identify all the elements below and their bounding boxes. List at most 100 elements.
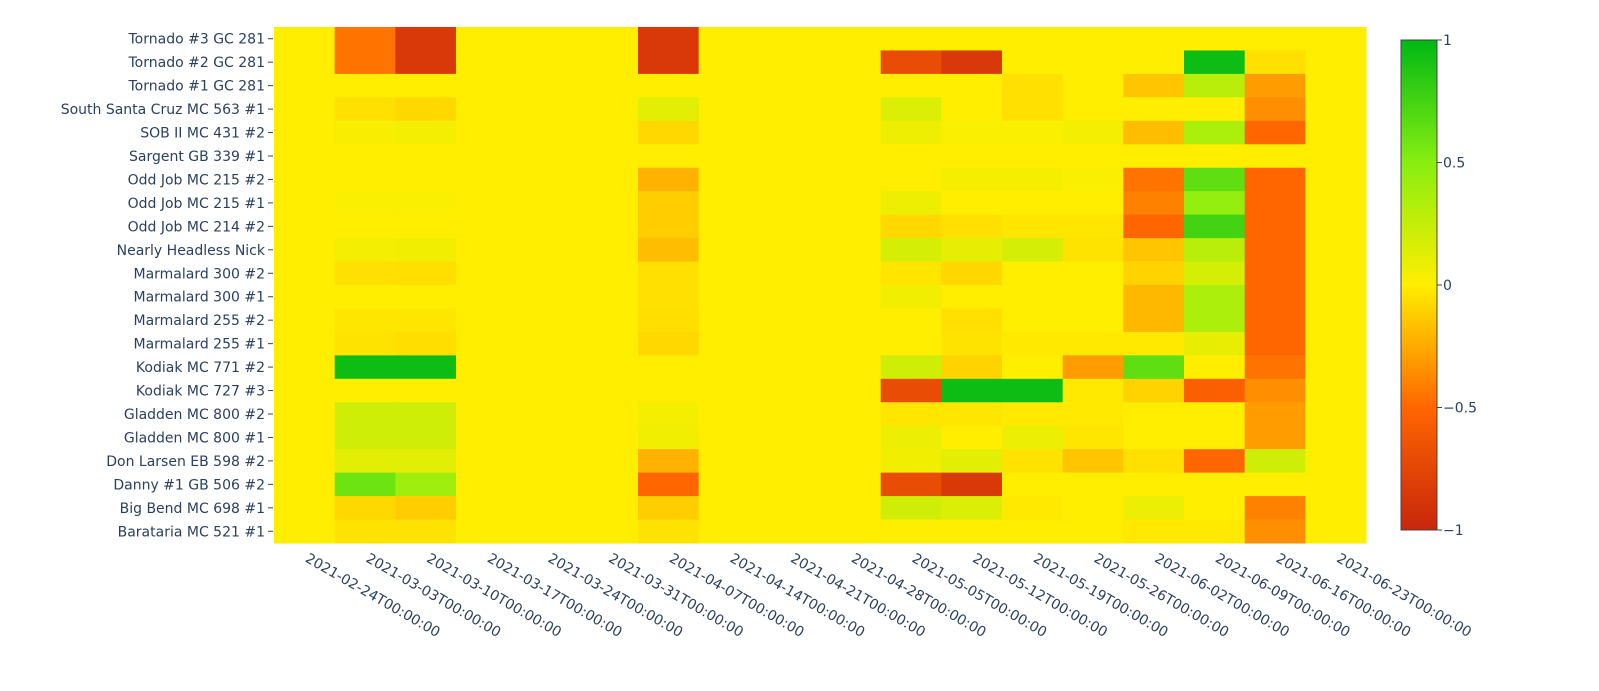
heatmap-cell — [1123, 449, 1185, 474]
y-tick-label: Tornado #1 GC 281 — [128, 79, 266, 95]
heatmap-cell — [1062, 472, 1124, 497]
heatmap-cell — [1123, 331, 1185, 356]
heatmap-cell — [1184, 402, 1246, 427]
heatmap-cell — [698, 308, 760, 333]
heatmap-cell — [698, 167, 760, 192]
heatmap-cell — [1062, 285, 1124, 309]
heatmap-cell — [1184, 27, 1246, 51]
heatmap-cell — [759, 285, 821, 309]
heatmap-cell — [1305, 27, 1367, 51]
heatmap-cell — [820, 27, 882, 51]
heatmap-cell — [638, 472, 700, 497]
heatmap-cell — [274, 50, 336, 75]
y-tick-label: Big Bend MC 698 #1 — [120, 501, 265, 517]
heatmap-cell — [395, 425, 457, 450]
heatmap-cell — [577, 472, 639, 497]
heatmap-cell — [1244, 378, 1306, 403]
heatmap-cell — [759, 27, 821, 51]
y-tick-label: Marmalard 255 #2 — [133, 313, 265, 329]
heatmap-cell — [1305, 238, 1367, 263]
heatmap-cell — [1184, 73, 1246, 98]
heatmap-cell — [1244, 144, 1306, 169]
heatmap-cell — [516, 496, 578, 521]
heatmap-cell — [577, 425, 639, 450]
heatmap-cell — [880, 449, 942, 474]
heatmap-cell — [334, 120, 396, 145]
heatmap-cell — [820, 144, 882, 169]
heatmap-cell — [516, 472, 578, 497]
heatmap-cell — [1244, 355, 1306, 380]
heatmap-cell — [638, 73, 700, 98]
heatmap-cell — [1244, 97, 1306, 122]
heatmap-cell — [698, 378, 760, 403]
heatmap-cell — [941, 331, 1003, 356]
heatmap-cell — [1244, 519, 1306, 544]
heatmap-cell — [334, 144, 396, 169]
y-tick-label: Tornado #3 GC 281 — [128, 32, 266, 48]
heatmap-cell — [1002, 97, 1064, 122]
heatmap-cell — [1244, 261, 1306, 286]
heatmap-cell — [577, 261, 639, 286]
heatmap-cell — [1244, 402, 1306, 427]
heatmap-cell — [1305, 425, 1367, 450]
heatmap-cell — [577, 308, 639, 333]
heatmap-cell — [638, 519, 700, 544]
colorbar-tick-label: 0 — [1443, 278, 1452, 294]
heatmap-cell — [941, 238, 1003, 263]
heatmap-cell — [334, 519, 396, 544]
heatmap-cell — [456, 144, 518, 169]
heatmap-cell — [1062, 331, 1124, 356]
heatmap-cell — [1123, 27, 1185, 51]
heatmap-cell — [698, 261, 760, 286]
heatmap-cell — [456, 120, 518, 145]
heatmap-cell — [456, 378, 518, 403]
heatmap-cell — [1123, 355, 1185, 380]
heatmap-cell — [334, 214, 396, 239]
heatmap-cell — [1244, 285, 1306, 309]
heatmap-cell — [274, 238, 336, 263]
heatmap-cell — [880, 50, 942, 75]
heatmap-cell — [1062, 238, 1124, 263]
heatmap-cell — [274, 308, 336, 333]
heatmap-cell — [577, 97, 639, 122]
heatmap-cell — [1184, 308, 1246, 333]
heatmap-cell — [456, 355, 518, 380]
heatmap-cell — [941, 519, 1003, 544]
heatmap-cell — [1305, 285, 1367, 309]
heatmap-cell — [820, 402, 882, 427]
heatmap-cell — [1062, 425, 1124, 450]
heatmap-cell — [1244, 191, 1306, 216]
heatmap-cell — [941, 285, 1003, 309]
colorbar: 1 0.5 0 −0.5 −1 — [1400, 33, 1477, 539]
heatmap-cell — [638, 402, 700, 427]
heatmap-cell — [274, 496, 336, 521]
heatmap-cell — [334, 472, 396, 497]
heatmap-cell — [698, 120, 760, 145]
heatmap-cell — [1305, 496, 1367, 521]
heatmap-cell — [941, 97, 1003, 122]
heatmap-cell — [1184, 97, 1246, 122]
heatmap-cell — [1123, 261, 1185, 286]
heatmap-cell — [1123, 496, 1185, 521]
heatmap-cell — [1123, 238, 1185, 263]
heatmap-cell — [395, 472, 457, 497]
heatmap-cell — [820, 191, 882, 216]
heatmap-cell — [334, 261, 396, 286]
heatmap-cell — [1305, 120, 1367, 145]
heatmap-cell — [1002, 496, 1064, 521]
heatmap-cell — [638, 97, 700, 122]
heatmap-cell — [880, 120, 942, 145]
heatmap-cell — [577, 73, 639, 98]
heatmap-cell — [1305, 191, 1367, 216]
heatmap-cell — [638, 331, 700, 356]
heatmap-cell — [456, 402, 518, 427]
heatmap-cell — [880, 261, 942, 286]
heatmap-cell — [1123, 50, 1185, 75]
heatmap-cell — [1123, 214, 1185, 239]
heatmap-cell — [456, 73, 518, 98]
heatmap-cell — [759, 120, 821, 145]
heatmap-cell — [456, 425, 518, 450]
heatmap-cells — [274, 27, 1367, 544]
heatmap-cell — [820, 120, 882, 145]
